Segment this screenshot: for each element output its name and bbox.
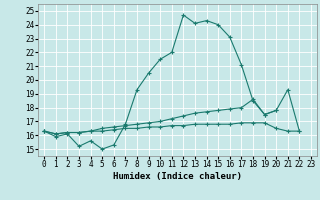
X-axis label: Humidex (Indice chaleur): Humidex (Indice chaleur)	[113, 172, 242, 181]
